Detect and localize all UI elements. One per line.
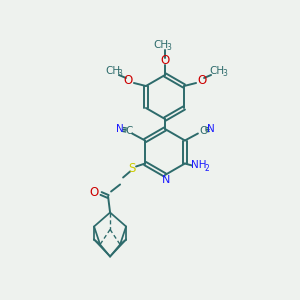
Text: N: N — [162, 175, 170, 185]
Text: 3: 3 — [167, 43, 171, 52]
Text: O: O — [89, 186, 99, 199]
Text: CH: CH — [105, 66, 121, 76]
Text: 3: 3 — [118, 68, 122, 77]
Text: O: O — [197, 74, 207, 86]
Text: S: S — [128, 162, 136, 175]
Text: 3: 3 — [223, 68, 227, 77]
Text: 2: 2 — [205, 164, 209, 173]
Text: O: O — [160, 53, 169, 67]
Text: CH: CH — [153, 40, 169, 50]
Text: C: C — [199, 125, 207, 136]
Text: CH: CH — [209, 66, 225, 76]
Text: N: N — [116, 124, 124, 134]
Text: NH: NH — [191, 160, 207, 170]
Text: N: N — [207, 124, 215, 134]
Text: C: C — [125, 125, 133, 136]
Text: O: O — [123, 74, 133, 86]
